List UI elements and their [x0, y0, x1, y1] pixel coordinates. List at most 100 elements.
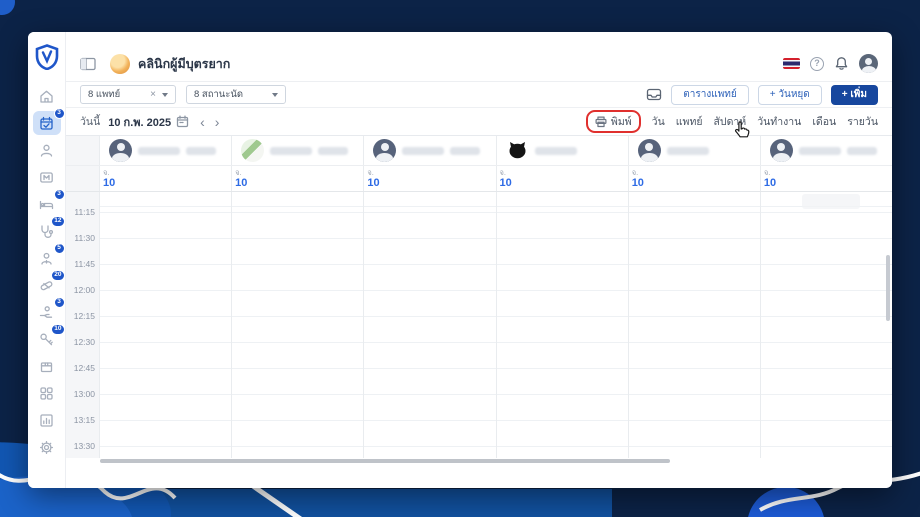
time-label: 13:00 [73, 389, 95, 399]
tab-print[interactable]: พิมพ์ [610, 116, 632, 128]
add-button[interactable]: + เพิ่ม [830, 84, 878, 105]
doctor-avatar [769, 139, 793, 162]
tab-daily[interactable]: รายวัน [847, 116, 878, 128]
doctor-schedule-button[interactable]: ตารางแพทย์ [671, 84, 749, 105]
day-number: 10 [103, 177, 116, 189]
schedule-cell-column[interactable] [100, 192, 233, 458]
sidebar-item-inventory[interactable] [33, 354, 61, 378]
schedule-cell-column[interactable] [760, 192, 892, 458]
schedule-cell-column[interactable] [364, 192, 497, 458]
clinic-avatar [110, 53, 130, 74]
add-holiday-button[interactable]: + วันหยุด [757, 84, 822, 105]
sidebar-item-keys[interactable]: 10 [33, 324, 65, 351]
tab-workdays[interactable]: วันทำงาน [757, 116, 802, 128]
payments-badge: 3 [53, 297, 65, 308]
filter-bar: 8 แพทย์ × 8 สถานะนัด ตารางแพทย์ + วันหยุ… [66, 82, 892, 108]
clinic-name: คลินิกผู้มีบุตรยาก [138, 56, 231, 71]
doctor-avatar [373, 139, 397, 162]
doctor-column-1 [100, 136, 233, 165]
day-number: 10 [367, 177, 380, 189]
queue-badge: 12 [51, 216, 65, 227]
doctor-avatar [637, 139, 661, 162]
schedule-cell-column[interactable] [232, 192, 365, 458]
doctor-filter-value: 8 แพทย์ [88, 89, 121, 100]
sidebar-item-beds[interactable]: 3 [33, 189, 65, 216]
calendar-picker-icon[interactable] [176, 115, 189, 128]
sidebar-item-records[interactable] [33, 165, 61, 189]
time-label: 11:45 [74, 259, 95, 269]
next-day-button[interactable]: › [214, 113, 220, 130]
sidebar-item-staff[interactable]: 5 [33, 243, 65, 270]
time-label: 11:15 [74, 207, 95, 217]
sidebar-item-payments[interactable]: 3 [33, 297, 65, 324]
chevron-down-icon [272, 92, 278, 97]
staff-icon [41, 252, 52, 265]
status-filter-select[interactable]: 8 สถานะนัด [186, 85, 286, 104]
cat-avatar [505, 139, 529, 162]
time-label: 12:30 [73, 337, 95, 347]
day-number: 10 [763, 177, 777, 189]
day-number: 10 [631, 177, 644, 189]
schedule-cell-column[interactable] [628, 192, 761, 458]
calendar-appointments-icon [40, 116, 53, 130]
patient-icon [40, 144, 53, 157]
user-avatar[interactable] [859, 54, 878, 73]
doctor-name-redacted [798, 146, 841, 155]
time-label: 13:30 [73, 441, 95, 451]
printer-icon [595, 116, 607, 127]
stethoscope-icon [41, 224, 54, 238]
bed-icon [39, 200, 54, 209]
tab-month[interactable]: เดือน [812, 116, 837, 128]
day-abbrev: จ. [103, 168, 110, 177]
doctor-column-6 [761, 136, 892, 165]
day-abbrev: จ. [367, 168, 374, 177]
sidebar-item-medicine[interactable]: 20 [33, 270, 65, 297]
doctor-column-4 [497, 136, 629, 165]
time-label: 12:45 [73, 363, 95, 373]
sidebar: 3 3 12 5 20 [28, 32, 66, 488]
sidebar-item-appointments[interactable]: 3 [32, 108, 65, 135]
current-date[interactable]: 10 ก.พ. 2025 [108, 116, 172, 129]
thai-flag-language-icon[interactable] [783, 58, 800, 69]
date-bar: วันนี้ 10 ก.พ. 2025 ‹ › พิมพ์ วัน แพทย์ … [66, 108, 892, 136]
day-number: 10 [499, 177, 512, 189]
doctor-column-3 [364, 136, 497, 165]
faded-overlay [802, 194, 860, 209]
doctor-filter-select[interactable]: 8 แพทย์ × [80, 85, 176, 104]
time-gutter [66, 136, 100, 165]
day-cell: จ. 10 [232, 166, 365, 191]
day-abbrev: จ. [235, 168, 242, 177]
time-gutter [66, 192, 100, 458]
bell-icon[interactable] [834, 56, 849, 71]
sidebar-item-apps[interactable] [33, 381, 61, 405]
doctor-name-redacted [138, 146, 180, 155]
chevron-down-icon [162, 92, 168, 97]
vertical-scrollbar[interactable] [886, 255, 890, 321]
sidebar-toggle-button[interactable] [80, 57, 96, 71]
inbox-tray-icon[interactable] [646, 87, 662, 102]
tab-doctor[interactable]: แพทย์ [675, 116, 703, 128]
pill-icon [40, 280, 53, 290]
horizontal-scrollbar[interactable] [100, 459, 670, 463]
schedule-grid: จ. 10 จ. 10 จ. 10 จ. 10 จ. 10 [66, 136, 892, 488]
today-label: วันนี้ [80, 116, 101, 128]
sidebar-item-reports[interactable] [33, 408, 61, 432]
time-label: 13:15 [73, 415, 95, 425]
sidebar-item-home[interactable] [33, 84, 61, 108]
schedule-cell-column[interactable] [496, 192, 629, 458]
clear-filter-icon[interactable]: × [150, 89, 156, 100]
home-icon [40, 90, 53, 103]
appointments-badge: 3 [53, 108, 65, 119]
time-label: 11:30 [74, 233, 95, 243]
sidebar-item-queue[interactable]: 12 [33, 216, 65, 243]
day-abbrev: จ. [499, 168, 506, 177]
prev-day-button[interactable]: ‹ [200, 113, 205, 130]
panel-toggle-icon [80, 57, 96, 70]
tab-day[interactable]: วัน [651, 116, 665, 128]
tab-week[interactable]: สัปดาห์ [713, 116, 747, 128]
sidebar-item-settings[interactable] [33, 435, 61, 459]
sidebar-item-patients[interactable] [33, 138, 61, 162]
beds-badge: 3 [53, 189, 65, 200]
help-icon[interactable]: ? [810, 56, 824, 71]
status-filter-value: 8 สถานะนัด [194, 89, 244, 100]
